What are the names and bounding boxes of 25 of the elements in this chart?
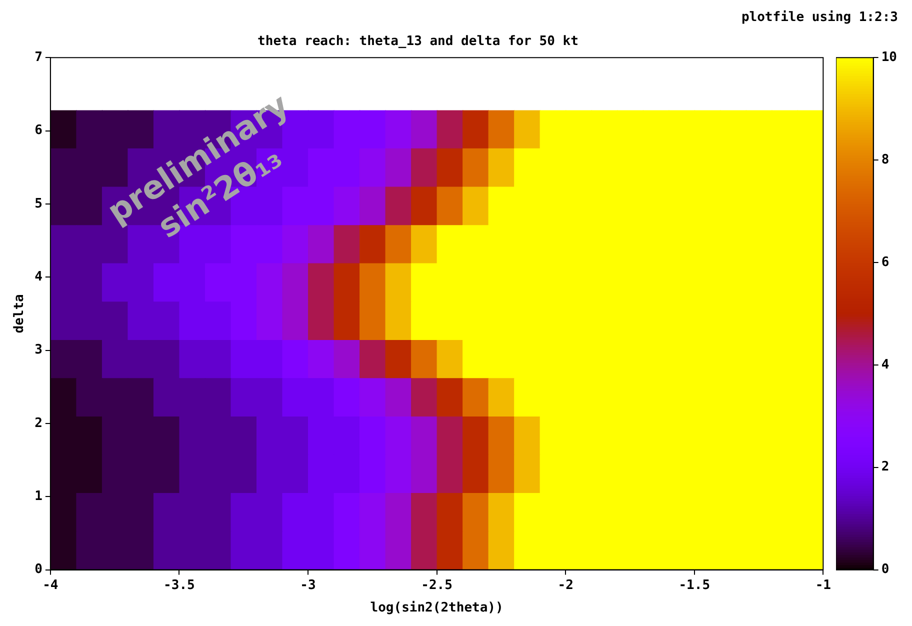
y-tick-label: 0 bbox=[34, 562, 43, 578]
color-bar-label: 8 bbox=[881, 152, 890, 168]
y-tick-label: 2 bbox=[34, 416, 42, 431]
x-tick-label: -3.5 bbox=[164, 578, 195, 593]
x-tick-label: -3 bbox=[300, 578, 316, 593]
y-tick-label: 1 bbox=[34, 489, 43, 504]
text: plotfile using 1:2:3 bbox=[741, 10, 898, 25]
x-tick-label: -2.5 bbox=[421, 578, 452, 593]
y-tick-label: 6 bbox=[34, 123, 43, 138]
y-tick-label: 5 bbox=[34, 196, 42, 212]
color-bar-label: 4 bbox=[881, 357, 890, 372]
y-tick-label: 7 bbox=[34, 50, 42, 65]
y-tick-label: 3 bbox=[34, 342, 42, 358]
color-bar-label: 0 bbox=[881, 562, 890, 578]
color-bar-label: 2 bbox=[881, 460, 890, 475]
x-tick-label: -1.5 bbox=[678, 578, 710, 593]
x-tick-label: -2 bbox=[558, 578, 574, 593]
x-tick-label: -4 bbox=[42, 578, 58, 593]
y-axis-title: delta bbox=[12, 294, 28, 334]
chart-title: theta reach: theta_13 and delta for 50 kt bbox=[258, 34, 578, 50]
y-tick-label: 4 bbox=[34, 269, 43, 284]
x-axis-title: log(sin2(2theta)) bbox=[370, 600, 504, 616]
color-bar-label: 6 bbox=[881, 254, 890, 270]
x-tick-label: -1 bbox=[815, 578, 832, 593]
color-bar-label: 10 bbox=[881, 50, 898, 65]
